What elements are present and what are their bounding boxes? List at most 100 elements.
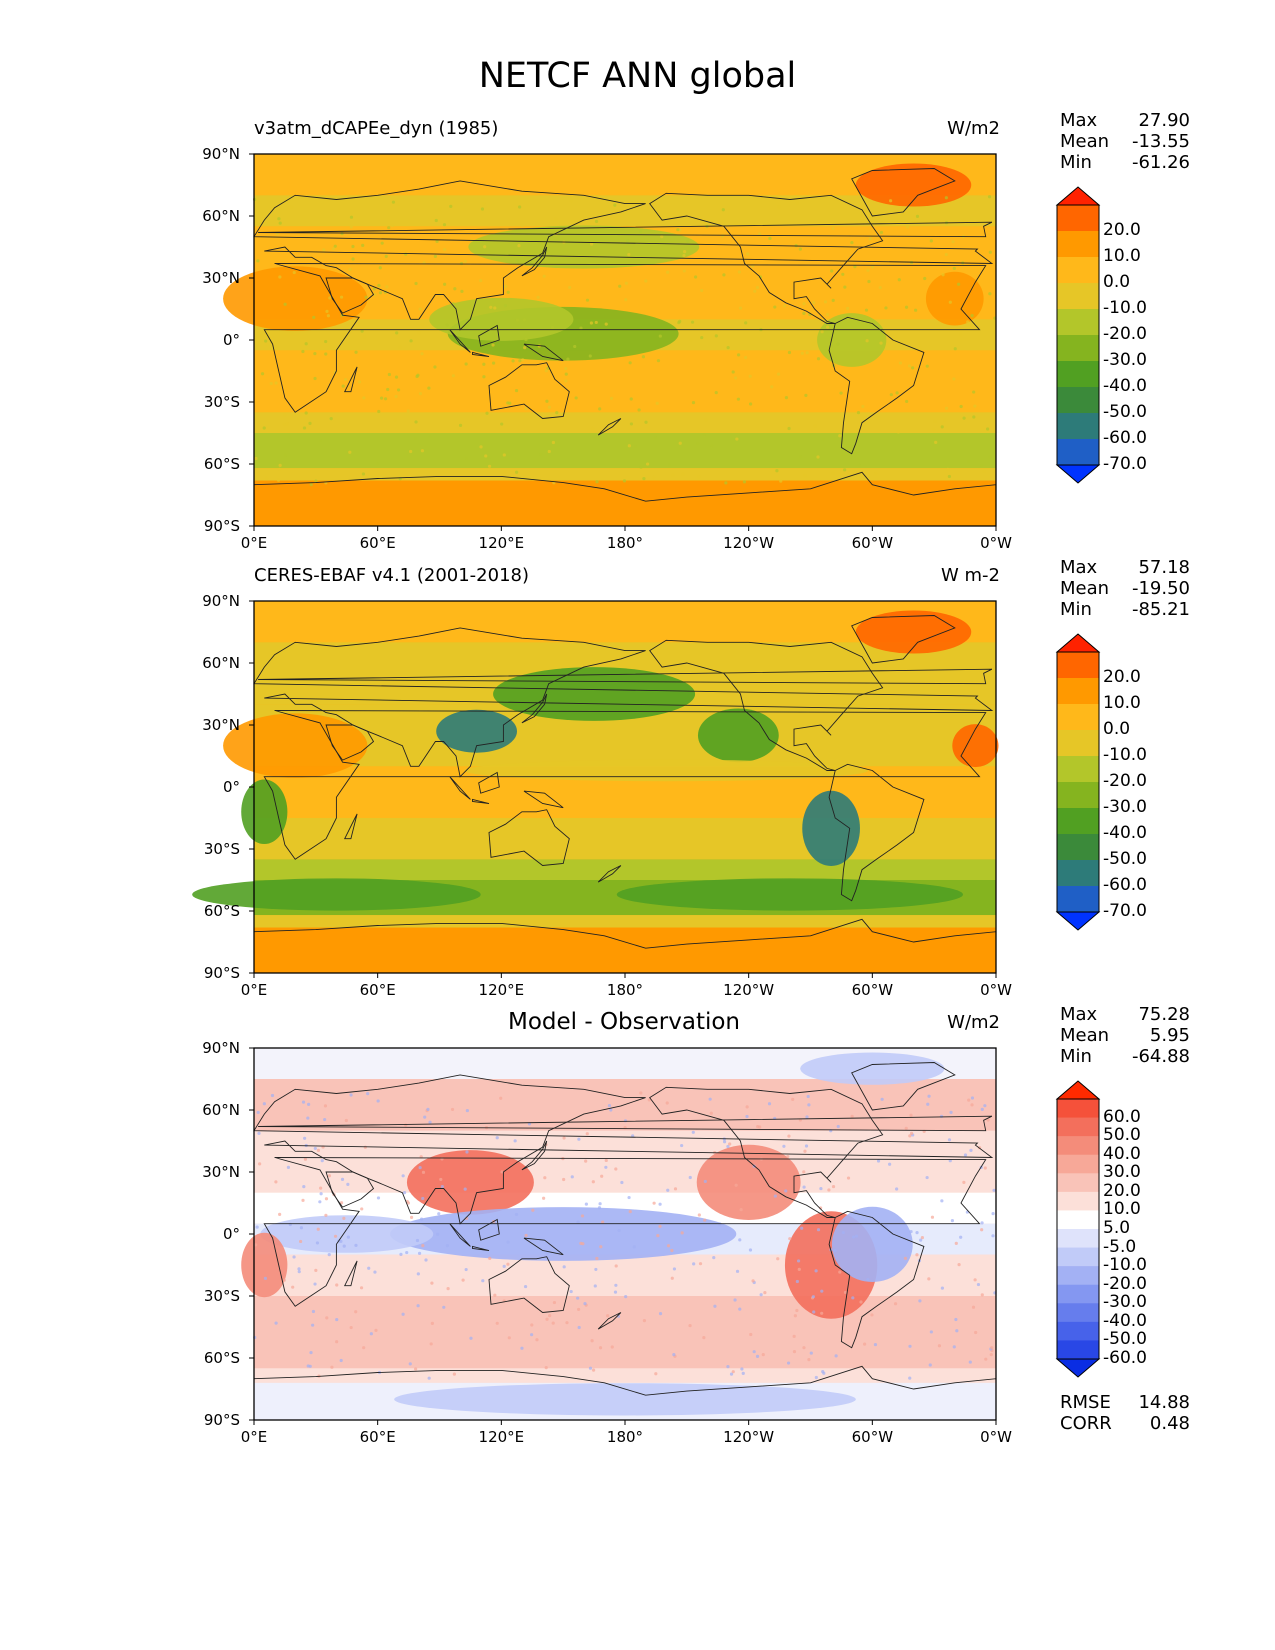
field-band: [254, 480, 996, 526]
stat-row: Max 27.90: [1060, 110, 1190, 131]
stat-value: 5.95: [1149, 1025, 1190, 1046]
colorbar-cell: [1057, 1247, 1099, 1267]
stat-row: Min -85.21: [1060, 599, 1190, 620]
colorbar-cell: [1057, 439, 1099, 466]
colorbar-cell: [1057, 1210, 1099, 1230]
colorbar-label: 20.0: [1103, 667, 1141, 687]
lon-tick-label: 120°E: [478, 534, 525, 552]
colorbar-cell: [1057, 1340, 1099, 1360]
colorbar-cell: [1057, 335, 1099, 362]
field-band: [254, 1048, 996, 1079]
field-feature: [241, 779, 288, 845]
stat-value: 75.28: [1138, 1004, 1190, 1025]
colorbar-cell: [1057, 231, 1099, 258]
lat-tick-label: 30°N: [202, 1163, 240, 1181]
field-feature: [406, 1150, 534, 1215]
stat-value: -13.55: [1131, 131, 1190, 152]
stat-row: Mean -13.55: [1060, 131, 1190, 152]
lon-tick-label: 180°: [606, 534, 644, 552]
colorbar-label: -20.0: [1103, 1273, 1147, 1294]
extra-stat-row: CORR 0.48: [1060, 1413, 1190, 1434]
colorbar-label: -60.0: [1103, 875, 1147, 895]
field-band: [254, 704, 996, 767]
figure-title: NETCF ANN global: [478, 56, 797, 96]
stat-value: -85.21: [1131, 599, 1190, 620]
stat-label: Min: [1060, 152, 1092, 173]
field-band: [254, 642, 996, 705]
lon-tick-label: 60°E: [359, 981, 396, 999]
stat-row: Mean 5.95: [1060, 1025, 1190, 1046]
stat-value: -19.50: [1131, 578, 1190, 599]
coastlines: [253, 1062, 997, 1421]
lat-tick-label: 90°N: [202, 145, 240, 163]
lat-tick-label: 90°S: [203, 517, 240, 535]
field-band: [254, 880, 996, 916]
colorbar-label: -40.0: [1103, 376, 1147, 396]
colorbar-cell: [1057, 1099, 1099, 1119]
lat-tick-label: 60°N: [202, 207, 240, 225]
colorbar-cell: [1057, 257, 1099, 284]
colorbar-label: -40.0: [1103, 823, 1147, 843]
colorbar-cell: [1057, 1321, 1099, 1341]
colorbar-label: 0.0: [1103, 272, 1131, 292]
extra-stat-label: CORR: [1060, 1413, 1112, 1434]
colorbar-cell: [1057, 1191, 1099, 1211]
colorbar: [1055, 186, 1101, 484]
field-feature: [394, 1383, 856, 1416]
lat-tick-label: 30°S: [203, 1287, 240, 1305]
map-background: [254, 154, 996, 526]
colorbar-label: -20.0: [1103, 771, 1147, 791]
colorbar-cell: [1057, 1154, 1099, 1174]
map-frame: [253, 1047, 997, 1421]
lon-tick-label: 120°E: [478, 1428, 525, 1446]
colorbar-label: -20.0: [1103, 324, 1147, 344]
coastlines: [253, 615, 997, 974]
colorbar-label: -5.0: [1103, 1236, 1137, 1257]
colorbar-cell: [1057, 1117, 1099, 1137]
stat-label: Mean: [1060, 578, 1110, 599]
field-band: [254, 1079, 996, 1131]
field-band: [254, 766, 996, 818]
extra-stat-value: 14.88: [1138, 1392, 1190, 1413]
colorbar-label: -70.0: [1103, 901, 1147, 921]
colorbar-label: 20.0: [1103, 220, 1141, 240]
field-band: [254, 601, 996, 643]
lon-tick-label: 60°W: [851, 981, 894, 999]
lon-tick-label: 120°E: [478, 981, 525, 999]
colorbar-label: -10.0: [1103, 298, 1147, 318]
field-band: [254, 1382, 996, 1420]
field-feature: [241, 1232, 288, 1298]
colorbar-cell: [1057, 283, 1099, 310]
lat-tick-label: 0°: [222, 331, 240, 349]
colorbar-cell: [1057, 309, 1099, 336]
colorbar-cell: [1057, 860, 1099, 887]
field-texture: [253, 1091, 997, 1380]
field-feature: [390, 1207, 737, 1261]
colorbar-cell: [1057, 704, 1099, 731]
colorbar-cell: [1057, 652, 1099, 679]
lon-tick-label: 0°W: [980, 534, 1012, 552]
extra-stat-row: RMSE 14.88: [1060, 1392, 1190, 1413]
extra-stat-value: 0.48: [1149, 1413, 1190, 1434]
colorbar-cell: [1057, 730, 1099, 757]
lat-tick-label: 90°N: [202, 1039, 240, 1057]
stat-row: Min -61.26: [1060, 152, 1190, 173]
panel-units: W/m2: [947, 1012, 1000, 1033]
field-band: [254, 1368, 996, 1383]
field-feature: [802, 790, 860, 866]
field-band: [254, 154, 996, 196]
colorbar-cell: [1057, 1303, 1099, 1323]
field-texture: [253, 194, 997, 487]
field-feature: [697, 708, 779, 763]
stat-value: 27.90: [1138, 110, 1190, 131]
colorbar: [1055, 1080, 1101, 1378]
stat-row: Mean -19.50: [1060, 578, 1190, 599]
colorbar-label: 40.0: [1103, 1143, 1141, 1164]
field-band: [254, 1192, 996, 1224]
coastlines: [253, 168, 997, 527]
lon-tick-label: 120°W: [723, 1428, 775, 1446]
colorbar-cell: [1057, 756, 1099, 783]
stat-row: Max 75.28: [1060, 1004, 1190, 1025]
colorbar-label: 30.0: [1103, 1162, 1141, 1183]
lat-tick-label: 90°S: [203, 964, 240, 982]
